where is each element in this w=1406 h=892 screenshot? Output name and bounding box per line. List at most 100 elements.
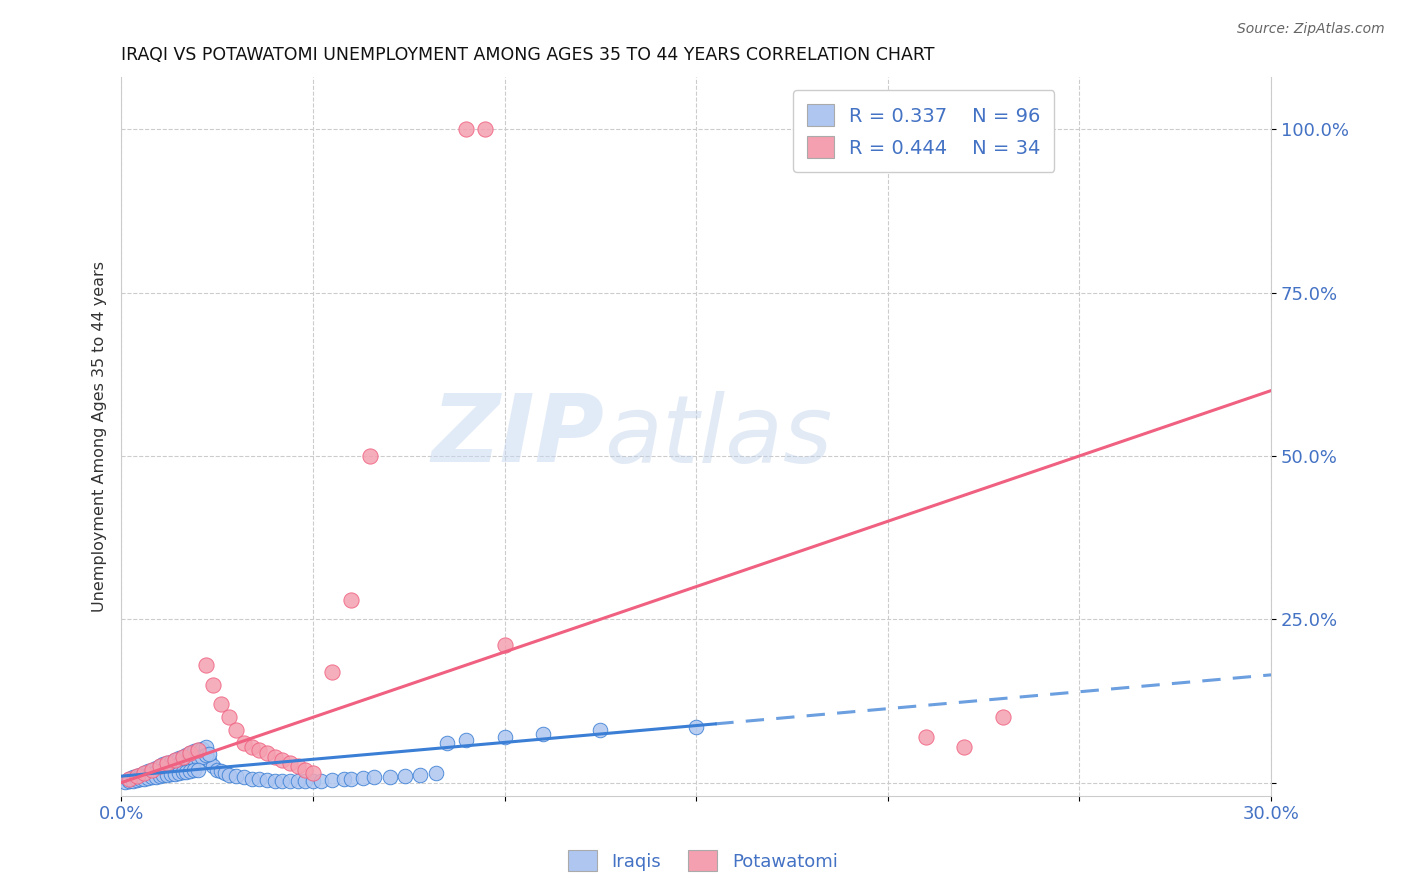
Point	[915, 730, 938, 744]
Point	[163, 766, 186, 780]
Point	[187, 743, 209, 757]
Legend: Iraqis, Potawatomi: Iraqis, Potawatomi	[561, 843, 845, 879]
Point	[156, 761, 179, 775]
Point	[340, 592, 363, 607]
Point	[160, 755, 183, 769]
Point	[167, 765, 190, 780]
Point	[187, 743, 209, 757]
Point	[294, 774, 316, 789]
Point	[134, 772, 156, 786]
Point	[183, 752, 205, 766]
Point	[179, 746, 201, 760]
Point	[456, 733, 478, 747]
Point	[214, 765, 236, 780]
Point	[209, 764, 232, 778]
Point	[294, 763, 316, 777]
Point	[247, 772, 270, 787]
Y-axis label: Unemployment Among Ages 35 to 44 years: Unemployment Among Ages 35 to 44 years	[93, 260, 107, 612]
Point	[359, 449, 381, 463]
Point	[256, 773, 278, 788]
Point	[378, 770, 401, 784]
Point	[134, 769, 156, 783]
Point	[232, 771, 254, 785]
Point	[136, 768, 159, 782]
Point	[409, 768, 432, 782]
Point	[287, 774, 309, 789]
Point	[198, 753, 221, 767]
Point	[256, 746, 278, 760]
Text: IRAQI VS POTAWATOMI UNEMPLOYMENT AMONG AGES 35 TO 44 YEARS CORRELATION CHART: IRAQI VS POTAWATOMI UNEMPLOYMENT AMONG A…	[121, 46, 935, 64]
Point	[321, 773, 343, 788]
Point	[148, 759, 170, 773]
Point	[194, 739, 217, 754]
Point	[474, 122, 496, 136]
Point	[232, 736, 254, 750]
Point	[176, 764, 198, 779]
Point	[145, 761, 167, 775]
Point	[209, 698, 232, 712]
Point	[160, 760, 183, 774]
Point	[121, 773, 143, 788]
Point	[145, 765, 167, 780]
Point	[118, 774, 141, 789]
Point	[167, 751, 190, 765]
Point	[134, 765, 156, 780]
Point	[187, 751, 209, 765]
Point	[141, 763, 163, 777]
Point	[134, 765, 156, 780]
Point	[141, 771, 163, 785]
Point	[589, 723, 612, 738]
Point	[494, 730, 516, 744]
Point	[156, 756, 179, 770]
Point	[125, 772, 148, 786]
Point	[218, 768, 240, 782]
Point	[152, 768, 174, 782]
Point	[218, 710, 240, 724]
Text: ZIP: ZIP	[432, 391, 605, 483]
Point	[114, 775, 136, 789]
Point	[160, 767, 183, 781]
Point	[121, 771, 143, 785]
Point	[247, 743, 270, 757]
Point	[240, 739, 263, 754]
Point	[190, 749, 212, 764]
Point	[263, 773, 285, 788]
Point	[176, 755, 198, 769]
Point	[425, 765, 447, 780]
Point	[179, 764, 201, 778]
Legend: R = 0.337    N = 96, R = 0.444    N = 34: R = 0.337 N = 96, R = 0.444 N = 34	[793, 90, 1054, 172]
Point	[141, 763, 163, 777]
Point	[225, 769, 247, 783]
Point	[194, 748, 217, 763]
Point	[205, 763, 228, 777]
Point	[172, 749, 194, 764]
Point	[202, 678, 225, 692]
Point	[332, 772, 354, 787]
Point	[179, 746, 201, 760]
Point	[991, 710, 1014, 724]
Point	[129, 771, 152, 785]
Point	[148, 759, 170, 773]
Text: Source: ZipAtlas.com: Source: ZipAtlas.com	[1237, 22, 1385, 37]
Point	[152, 757, 174, 772]
Point	[278, 756, 301, 770]
Point	[141, 766, 163, 780]
Point	[263, 749, 285, 764]
Point	[436, 736, 458, 750]
Point	[172, 749, 194, 764]
Point	[340, 772, 363, 786]
Point	[172, 756, 194, 770]
Point	[129, 768, 152, 782]
Point	[136, 771, 159, 785]
Point	[183, 744, 205, 758]
Point	[125, 769, 148, 783]
Point	[167, 757, 190, 772]
Point	[271, 773, 294, 788]
Point	[309, 773, 332, 788]
Point	[531, 727, 554, 741]
Point	[953, 739, 976, 754]
Point	[187, 763, 209, 777]
Point	[685, 720, 707, 734]
Text: atlas: atlas	[605, 391, 832, 482]
Point	[118, 772, 141, 787]
